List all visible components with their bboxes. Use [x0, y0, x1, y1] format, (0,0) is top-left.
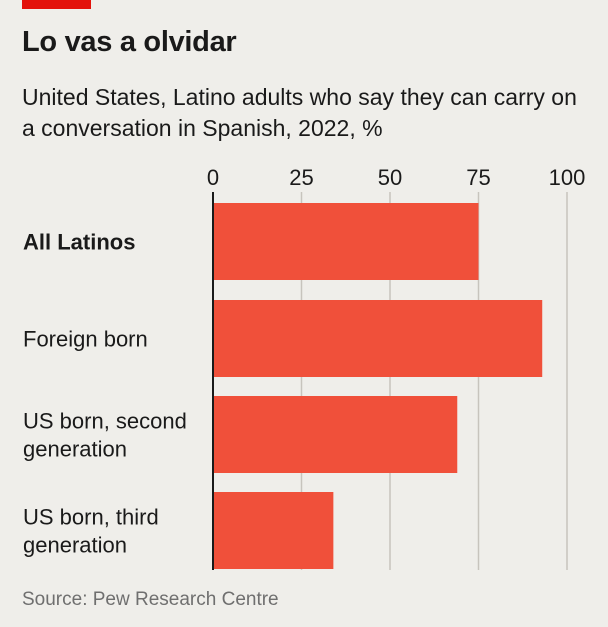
source-note: Source: Pew Research Centre [22, 589, 279, 610]
x-axis-tick-labels: 0 25 50 75 100 [207, 165, 585, 190]
category-label-1: Foreign born [23, 327, 148, 352]
x-tick-label-100: 100 [549, 165, 586, 190]
bar-1 [213, 300, 543, 377]
category-label-2: US born, second generation [23, 409, 187, 462]
bar-2 [213, 396, 458, 473]
x-tick-label-75: 75 [466, 165, 490, 190]
x-tick-label-25: 25 [289, 165, 313, 190]
category-label-0: All Latinos [23, 230, 135, 255]
bar-3 [213, 492, 334, 569]
chart-subtitle: United States, Latino adults who say the… [22, 84, 577, 141]
x-tick-label-0: 0 [207, 165, 219, 190]
bars [213, 203, 543, 569]
brand-accent-bar [22, 0, 91, 9]
x-tick-label-50: 50 [378, 165, 402, 190]
bar-0 [213, 203, 479, 280]
category-label-3: US born, third generation [23, 505, 159, 558]
category-labels: All Latinos Foreign born US born, second ge… [23, 230, 187, 558]
chart-title: Lo vas a olvidar [22, 26, 237, 58]
